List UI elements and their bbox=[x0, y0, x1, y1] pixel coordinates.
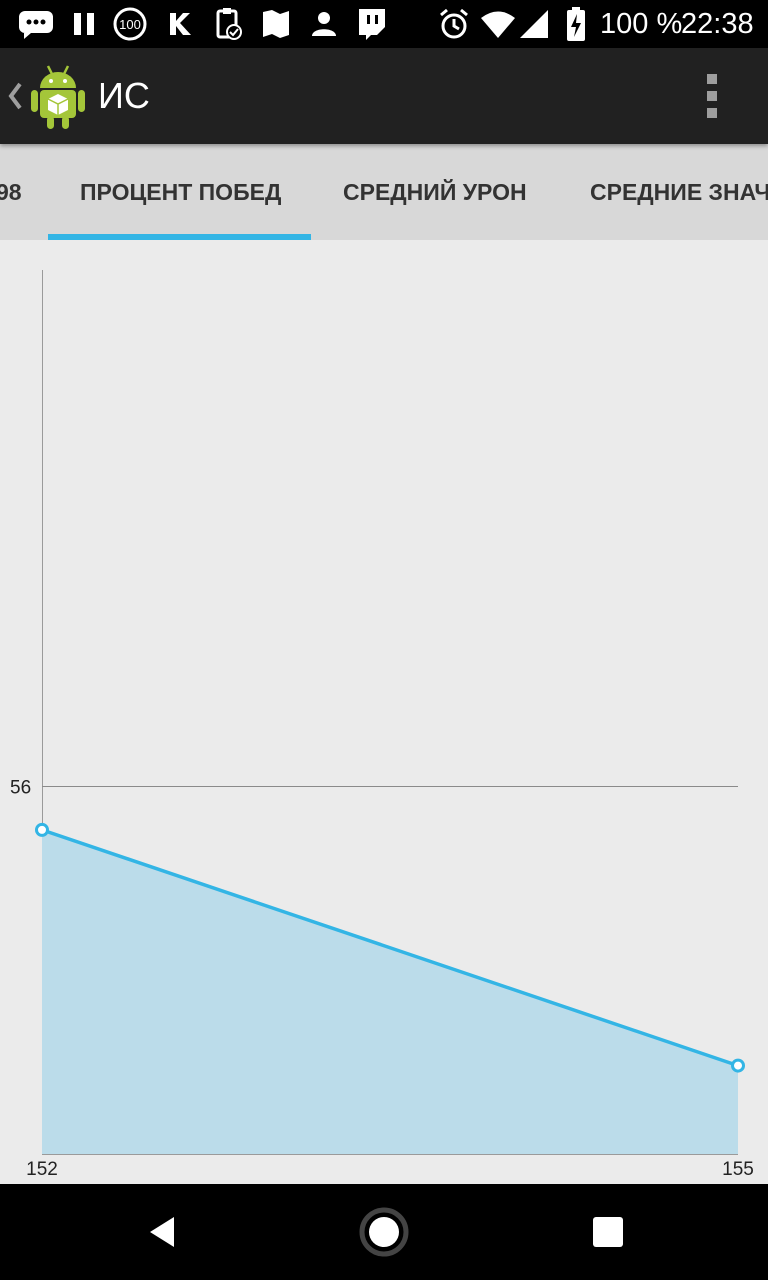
y-tick-label: 56 bbox=[10, 778, 31, 799]
tab-indicator bbox=[48, 234, 311, 240]
x-tick-label: 152 bbox=[26, 1159, 58, 1180]
signal-icon bbox=[516, 6, 552, 42]
line-chart-svg: 56 152 155 bbox=[10, 270, 754, 1180]
recents-square-icon[interactable] bbox=[580, 1204, 636, 1260]
android-logo-icon[interactable] bbox=[28, 62, 88, 130]
battery-charging-icon bbox=[558, 6, 594, 42]
status-bar: 100 100 % 22:38 bbox=[0, 0, 768, 48]
app-title: ИС bbox=[98, 75, 150, 116]
alarm-icon bbox=[436, 6, 472, 42]
back-triangle-icon[interactable] bbox=[134, 1204, 190, 1260]
navigation-bar bbox=[0, 1184, 768, 1280]
data-point[interactable] bbox=[731, 1058, 745, 1073]
data-point[interactable] bbox=[35, 822, 49, 837]
person-icon bbox=[306, 6, 342, 42]
tab-previous[interactable]: 98 bbox=[0, 179, 22, 205]
chart: 56 152 155 bbox=[0, 240, 768, 1184]
messages-icon bbox=[18, 6, 54, 42]
clock-time: 22:38 bbox=[681, 8, 754, 40]
vk-icon bbox=[162, 6, 198, 42]
x-tick-label: 155 bbox=[722, 1159, 754, 1180]
tab-win-percent[interactable]: ПРОЦЕНТ ПОБЕД bbox=[80, 179, 282, 205]
back-chevron-icon[interactable] bbox=[4, 76, 26, 116]
wifi-icon bbox=[480, 6, 516, 42]
app-bar: ИС bbox=[0, 48, 768, 144]
tab-average-damage[interactable]: СРЕДНИЙ УРОН bbox=[343, 179, 527, 205]
home-circle-icon[interactable] bbox=[356, 1204, 412, 1260]
series-line bbox=[41, 828, 739, 1068]
map-icon bbox=[258, 6, 294, 42]
twitch-icon bbox=[354, 6, 390, 42]
svg-text:100: 100 bbox=[119, 17, 141, 32]
tab-average-values[interactable]: СРЕДНИЕ ЗНАЧ bbox=[590, 179, 768, 205]
tab-bar: 98 ПРОЦЕНТ ПОБЕД СРЕДНИЙ УРОН СРЕДНИЕ ЗН… bbox=[0, 144, 768, 240]
area-fill bbox=[42, 829, 738, 1154]
badge-100-icon: 100 bbox=[112, 6, 148, 42]
battery-percent: 100 % bbox=[600, 8, 683, 40]
pause-icon bbox=[66, 6, 102, 42]
overflow-menu-icon[interactable] bbox=[690, 72, 734, 120]
clipboard-icon bbox=[210, 6, 246, 42]
